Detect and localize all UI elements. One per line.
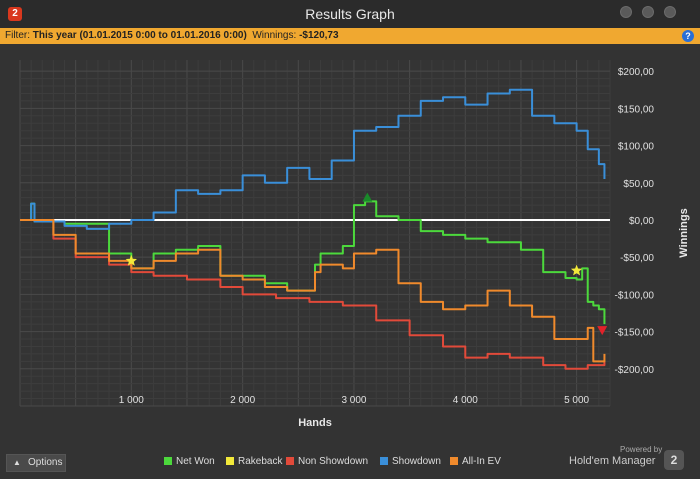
bottom-bar: ▲ Options Net Won Rakeback Non Showdown … — [0, 445, 700, 479]
min-marker — [597, 326, 608, 336]
legend-swatch — [164, 457, 172, 466]
legend-swatch — [380, 457, 388, 466]
y-tick-label: -$100,00 — [615, 290, 655, 301]
series-line-showdown — [20, 88, 606, 230]
x-tick-label: 4 000 — [453, 395, 478, 406]
y-tick-label: -$150,00 — [615, 328, 655, 339]
series-line-all-in-ev — [20, 218, 606, 363]
markers — [125, 192, 608, 336]
plot-area — [20, 60, 610, 406]
results-graph-svg: $200,00 $150,00 $100,00 $50,00 $0,00 -$50,00 -… — [19, 60, 690, 429]
legend-label: Rakeback — [238, 456, 283, 467]
star-marker — [125, 254, 137, 266]
legend-swatch — [450, 457, 458, 466]
x-axis-label: Hands — [298, 417, 332, 429]
close-button[interactable] — [664, 6, 676, 18]
grid — [19, 60, 611, 407]
y-tick-label: $150,00 — [618, 104, 655, 115]
x-tick-label: 2 000 — [230, 395, 255, 406]
y-tick-label: -$50,00 — [620, 253, 654, 264]
legend-label: All-In EV — [462, 456, 501, 467]
x-tick-label: 3 000 — [341, 395, 366, 406]
legend-label: Net Won — [176, 456, 215, 467]
app-logo-icon: 2 — [8, 7, 22, 21]
brand-name: Hold'em Manager — [569, 455, 656, 467]
maximize-button[interactable] — [642, 6, 654, 18]
legend-swatch — [226, 457, 234, 466]
brand-logo-icon: 2 — [664, 450, 684, 470]
filter-bar[interactable]: Filter: This year (01.01.2015 0:00 to 01… — [0, 28, 700, 44]
x-tick-label: 1 000 — [119, 395, 144, 406]
y-tick-label: $100,00 — [618, 142, 655, 153]
window-title: Results Graph — [305, 6, 395, 22]
legend-item-showdown[interactable]: Showdown — [380, 456, 441, 468]
max-marker — [362, 192, 373, 202]
y-axis-ticks: $200,00 $150,00 $100,00 $50,00 $0,00 -$50,00 -… — [615, 67, 655, 376]
filter-prefix: Filter: — [5, 30, 33, 41]
y-tick-label: -$200,00 — [615, 365, 655, 376]
legend-item-net-won[interactable]: Net Won — [164, 456, 215, 468]
legend-label: Non Showdown — [298, 456, 369, 467]
options-label: Options — [28, 457, 63, 468]
legend-item-non-showdown[interactable]: Non Showdown — [286, 456, 368, 468]
x-axis-ticks: 1 000 2 000 3 000 4 000 5 000 — [119, 395, 590, 406]
legend-item-rakeback[interactable]: Rakeback — [226, 456, 282, 468]
results-chart: $200,00 $150,00 $100,00 $50,00 $0,00 -$50,00 -… — [0, 44, 700, 448]
options-button[interactable]: ▲ Options — [6, 454, 66, 472]
chevron-up-icon: ▲ — [13, 458, 21, 467]
legend-label: Showdown — [392, 456, 441, 467]
legend-swatch — [286, 457, 294, 466]
powered-by-label: Powered by — [620, 445, 663, 454]
x-tick-label: 5 000 — [564, 395, 589, 406]
y-tick-label: $200,00 — [618, 67, 655, 78]
y-tick-label: $50,00 — [623, 179, 654, 190]
y-axis-label: Winnings — [678, 208, 690, 257]
winnings-value: -$120,73 — [299, 30, 339, 41]
series-lines — [20, 88, 606, 370]
star-marker — [570, 264, 583, 276]
legend-item-all-in-ev[interactable]: All-In EV — [450, 456, 501, 468]
help-icon[interactable]: ? — [682, 30, 694, 42]
filter-label[interactable]: This year (01.01.2015 0:00 to 01.01.2016… — [32, 30, 247, 41]
title-bar: 2 Results Graph — [0, 0, 700, 28]
y-tick-label: $0,00 — [629, 216, 654, 227]
minimize-button[interactable] — [620, 6, 632, 18]
winnings-prefix: Winnings: — [246, 30, 300, 41]
